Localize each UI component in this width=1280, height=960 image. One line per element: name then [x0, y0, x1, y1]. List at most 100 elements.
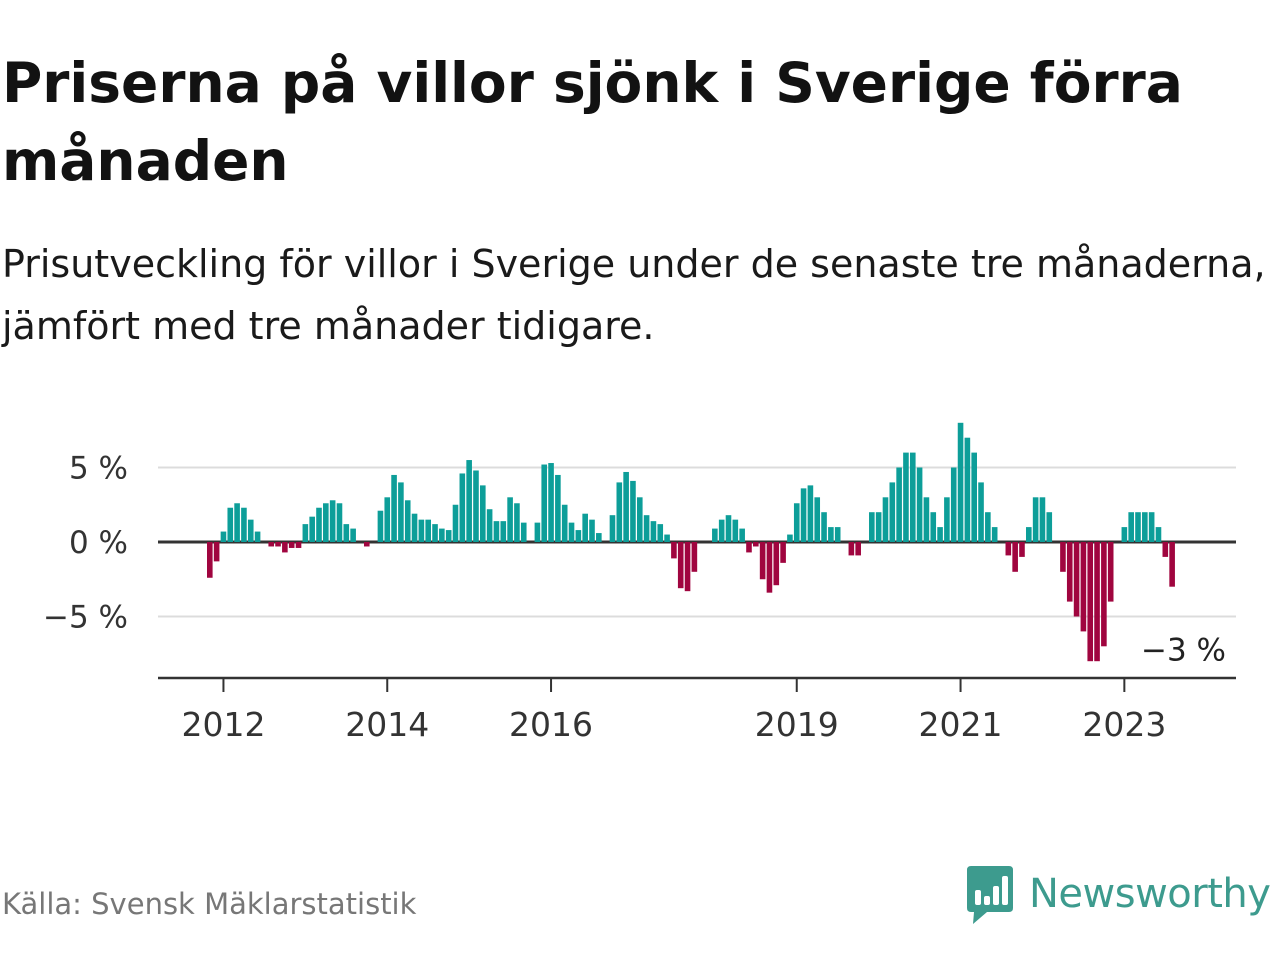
bar	[889, 482, 896, 542]
bar	[1073, 542, 1080, 617]
y-tick-label: 0 %	[69, 525, 128, 561]
bar	[780, 542, 786, 563]
bar	[807, 485, 814, 542]
bar	[268, 542, 275, 547]
bar	[589, 519, 595, 542]
bar	[336, 503, 343, 542]
bar	[520, 522, 527, 542]
bar	[295, 542, 302, 548]
bar	[650, 521, 657, 542]
bar	[609, 515, 616, 542]
bar	[596, 533, 602, 542]
bar	[466, 460, 472, 542]
newsworthy-logo: Newsworthy	[965, 864, 1271, 924]
bars	[207, 422, 1175, 662]
bar	[1128, 512, 1134, 542]
bar	[1066, 542, 1073, 602]
bar	[896, 467, 902, 542]
bar	[432, 524, 438, 542]
bar	[486, 509, 493, 542]
bar	[725, 515, 732, 542]
bar	[575, 530, 582, 542]
bar	[234, 503, 240, 542]
bar	[411, 513, 418, 542]
bar	[793, 503, 800, 542]
bar	[616, 482, 623, 542]
bar	[459, 473, 466, 542]
bar	[384, 497, 391, 542]
x-tick-label: 2021	[919, 705, 1003, 744]
bar	[254, 531, 261, 542]
bar	[834, 527, 841, 542]
bar	[207, 542, 213, 578]
bar	[1012, 542, 1018, 572]
bar	[1019, 542, 1025, 557]
bar	[712, 528, 718, 542]
bar	[964, 437, 971, 542]
bar	[568, 522, 575, 542]
bar	[288, 542, 295, 548]
bar	[957, 422, 964, 542]
bar	[363, 542, 370, 547]
bar	[718, 519, 725, 542]
bar	[821, 512, 827, 542]
bar	[930, 512, 937, 542]
bar	[514, 503, 520, 542]
bar	[282, 542, 288, 553]
x-tick-label: 2023	[1082, 705, 1166, 744]
bar	[275, 542, 281, 547]
bar	[1107, 542, 1114, 602]
bar	[1169, 542, 1175, 587]
last-value-label: −3 %	[1141, 633, 1226, 669]
bar	[1155, 527, 1162, 542]
bar	[404, 500, 411, 542]
bar	[923, 497, 930, 542]
bar	[398, 482, 404, 542]
bar	[909, 452, 916, 542]
bar	[534, 522, 541, 542]
y-tick-label: −5 %	[43, 600, 128, 636]
bar	[329, 500, 336, 542]
bar	[213, 542, 220, 562]
bar	[903, 452, 909, 542]
chart-title: Priserna på villor sjönk i Sverige förra…	[2, 51, 1183, 193]
x-tick-label: 2016	[509, 705, 593, 744]
bar	[739, 528, 745, 542]
bar	[657, 524, 664, 542]
x-axis: 2012 2014 2016 2019 2021 2023	[158, 676, 1236, 744]
bar	[937, 527, 943, 542]
bar	[1005, 542, 1012, 556]
bar	[814, 497, 821, 542]
newsworthy-logo-icon	[967, 866, 1013, 924]
bar	[302, 524, 309, 542]
bar	[391, 474, 397, 542]
bar	[439, 528, 445, 542]
bar	[1080, 542, 1087, 632]
bar	[1148, 512, 1155, 542]
bar	[220, 531, 227, 542]
bar	[343, 524, 350, 542]
bar	[425, 519, 431, 542]
bar-chart: 5 % 0 % −5 % 2012 2014 2016 2019 2021 2023 −3 %	[43, 422, 1236, 744]
bar	[1094, 542, 1100, 662]
bar	[247, 519, 254, 542]
bar	[828, 527, 834, 542]
x-tick-label: 2019	[755, 705, 839, 744]
bar	[1162, 542, 1169, 557]
bar	[452, 504, 459, 542]
bar	[732, 519, 739, 542]
bar	[691, 542, 698, 572]
bar	[1026, 527, 1032, 542]
bar	[677, 542, 684, 589]
bar	[916, 467, 923, 542]
bar	[766, 542, 773, 593]
bar	[1101, 542, 1107, 647]
bar	[227, 507, 234, 542]
bar	[500, 521, 507, 542]
x-tick-label: 2012	[181, 705, 265, 744]
bar	[753, 542, 759, 547]
bar	[350, 528, 356, 542]
bar	[759, 542, 766, 580]
bar	[875, 512, 882, 542]
bar	[855, 542, 861, 556]
